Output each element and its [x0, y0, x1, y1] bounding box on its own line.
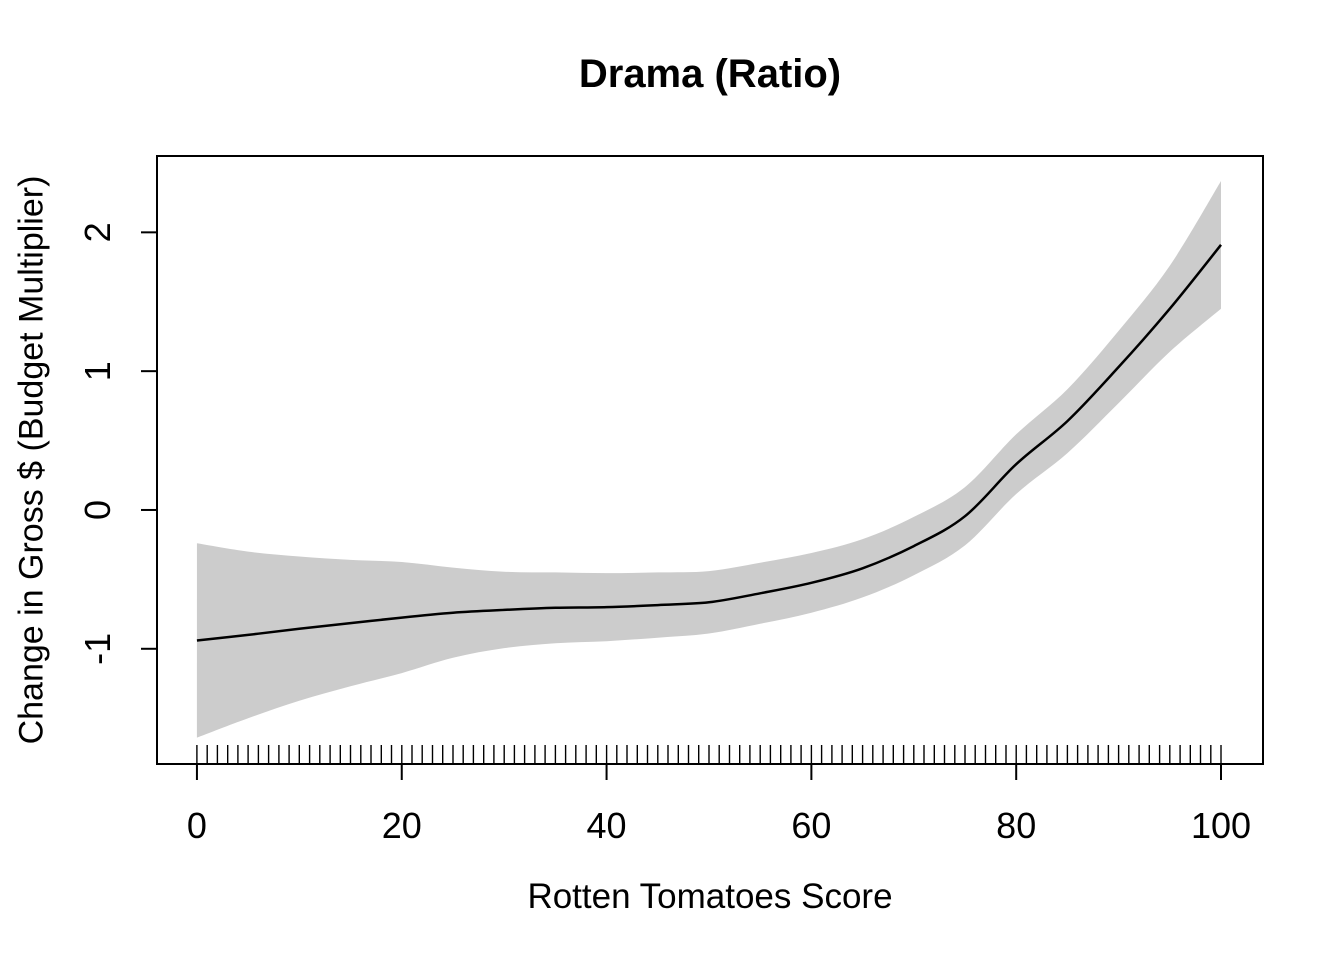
x-tick-label: 80	[996, 805, 1036, 846]
x-tick-label: 0	[187, 805, 207, 846]
chart-title: Drama (Ratio)	[578, 52, 842, 96]
smooth-line	[196, 244, 1222, 642]
x-axis-title: Rotten Tomatoes Score	[527, 877, 893, 916]
x-tick-label: 20	[382, 805, 422, 846]
x-tick-label: 40	[587, 805, 627, 846]
y-tick-label: 2	[77, 222, 118, 242]
x-tick-label: 100	[1191, 805, 1251, 846]
x-tick-label: 60	[791, 805, 831, 846]
confidence-band	[196, 181, 1222, 738]
y-tick-label: 1	[77, 361, 118, 381]
y-axis-title: Change in Gross $ (Budget Multiplier)	[12, 175, 51, 745]
y-tick-label: -1	[77, 633, 118, 665]
y-tick-label: 0	[77, 500, 118, 520]
plot-frame	[156, 155, 1264, 765]
